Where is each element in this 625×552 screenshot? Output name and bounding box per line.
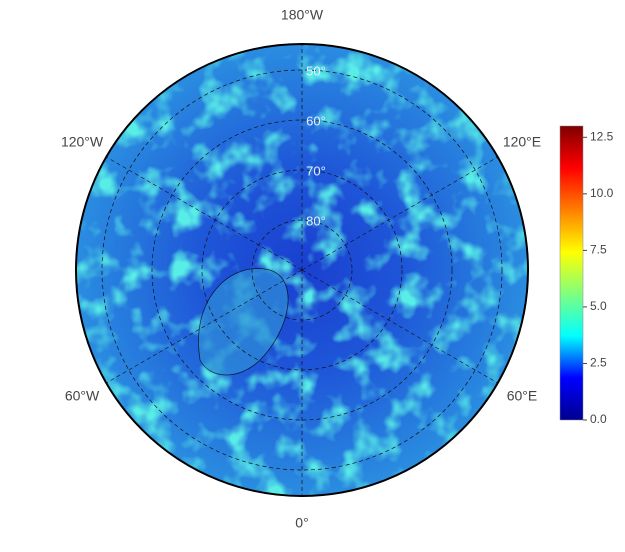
parallel-label: 80° (306, 213, 326, 228)
parallel-label: 50° (306, 63, 326, 78)
meridian-label: 60°E (507, 388, 538, 404)
meridian (301, 269, 498, 384)
meridian (106, 156, 303, 271)
parallel (101, 69, 503, 471)
meridian-label: 0° (295, 515, 308, 531)
colorbar-tick-label: 12.5 (590, 129, 614, 143)
colorbar (559, 125, 584, 421)
meridian-label: 120°E (503, 134, 541, 150)
parallel (151, 119, 453, 421)
meridian (301, 156, 498, 271)
map-boundary (75, 43, 529, 497)
meridian-label: 180°W (281, 7, 324, 23)
meridian (106, 269, 303, 384)
meridian-label: 60°W (65, 388, 100, 404)
parallel-label: 60° (306, 113, 326, 128)
colorbar-tick-label: 2.5 (590, 356, 607, 370)
parallel-label: 70° (306, 163, 326, 178)
colorbar-tick-label: 7.5 (590, 243, 607, 257)
meridian-label: 120°W (61, 134, 104, 150)
graticule (101, 44, 503, 496)
colorbar-tick-label: 0.0 (590, 412, 607, 426)
colorbar-tick-label: 10.0 (590, 186, 614, 200)
colorbar-tick-label: 5.0 (590, 299, 607, 313)
